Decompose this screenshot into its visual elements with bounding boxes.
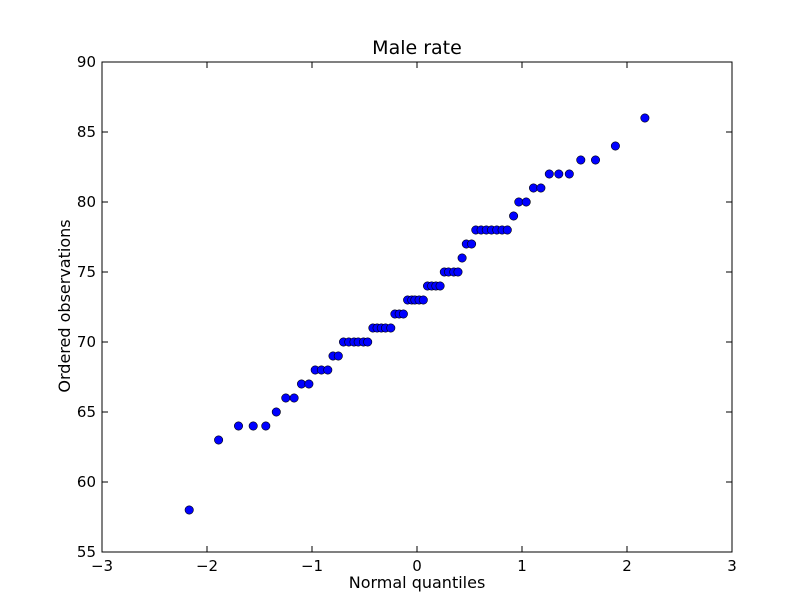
data-point [214, 435, 224, 445]
y-tick-label: 55 [77, 543, 96, 561]
data-point [554, 169, 564, 179]
x-tick-label: 2 [622, 557, 632, 575]
x-tick-label: 3 [727, 557, 737, 575]
axis-ticks: −3 −2 −1 0 1 2 3 55 60 65 70 75 80 85 90 [77, 53, 737, 575]
data-point [640, 113, 650, 123]
data-point [386, 323, 396, 333]
data-point [323, 365, 333, 375]
data-point [281, 393, 291, 403]
y-tick-label: 70 [77, 333, 96, 351]
x-tick-label: −3 [91, 557, 113, 575]
x-tick-label: 1 [517, 557, 527, 575]
y-tick-label: 65 [77, 403, 96, 421]
chart-title: Male rate [372, 37, 462, 59]
data-point [564, 169, 574, 179]
data-point [502, 225, 512, 235]
x-tick-label: −2 [196, 557, 218, 575]
data-point [304, 379, 314, 389]
x-tick-label: 0 [412, 557, 422, 575]
data-point [536, 183, 546, 193]
y-tick-label: 90 [77, 53, 96, 71]
y-tick-label: 60 [77, 473, 96, 491]
data-point [544, 169, 554, 179]
y-tick-label: 75 [77, 263, 96, 281]
x-tick-label: −1 [301, 557, 323, 575]
data-point [467, 239, 477, 249]
data-point [248, 421, 258, 431]
data-point [271, 407, 281, 417]
data-point [590, 155, 600, 165]
data-point [418, 295, 428, 305]
data-point [234, 421, 244, 431]
data-point [398, 309, 408, 319]
y-tick-label: 80 [77, 193, 96, 211]
x-axis-label: Normal quantiles [349, 573, 486, 592]
data-points [184, 113, 650, 515]
data-point [521, 197, 531, 207]
data-point [184, 505, 194, 515]
data-point [289, 393, 299, 403]
y-axis-label: Ordered observations [55, 219, 74, 392]
data-point [610, 141, 620, 151]
data-point [453, 267, 463, 277]
data-point [576, 155, 586, 165]
data-point [363, 337, 373, 347]
y-tick-label: 85 [77, 123, 96, 141]
data-point [261, 421, 271, 431]
data-point [509, 211, 519, 221]
data-point [333, 351, 343, 361]
data-point [435, 281, 445, 291]
data-point [457, 253, 467, 263]
